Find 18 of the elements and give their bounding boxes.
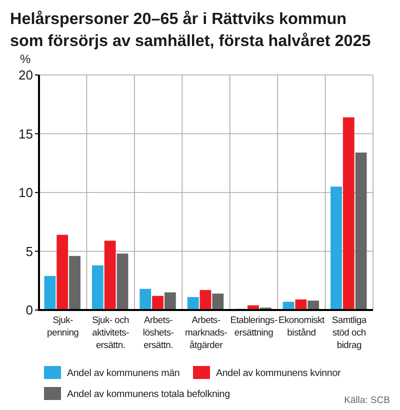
x-tick-label: Samtliga stöd och bidrag <box>332 314 368 350</box>
x-tick-label: Etablerings- ersättning <box>230 314 278 338</box>
x-tick-label: Sjuk- och aktivitets- ersättn. <box>92 314 130 350</box>
text: Källa: SCB <box>344 395 390 406</box>
y-tick-label: 0 <box>26 302 33 318</box>
y-tick-label: 15 <box>18 126 33 142</box>
legend-label: Andel av kommunens totala befolkning <box>67 389 230 400</box>
x-tick-label: Ekonomiskt bistånd <box>278 314 326 338</box>
x-tick-label: Arbets- marknads- åtgärder <box>184 314 228 350</box>
legend-label: Andel av kommunens kvinnor <box>216 368 342 379</box>
y-tick-label: 10 <box>18 185 33 200</box>
chart-title: Helårspersoner 20–65 år i Rättviks kommun som försörjs av samhället, första halvåret 2025 <box>10 10 371 50</box>
legend-label: Andel av kommunens män <box>67 368 180 379</box>
x-tick-label: Sjuk- penning <box>47 314 79 338</box>
y-tick-label: 5 <box>26 244 33 259</box>
x-tick-label: Arbets- löshets- ersättn. <box>142 314 174 350</box>
y-tick-label: 20 <box>18 68 33 83</box>
y-axis-title: % <box>20 52 31 66</box>
